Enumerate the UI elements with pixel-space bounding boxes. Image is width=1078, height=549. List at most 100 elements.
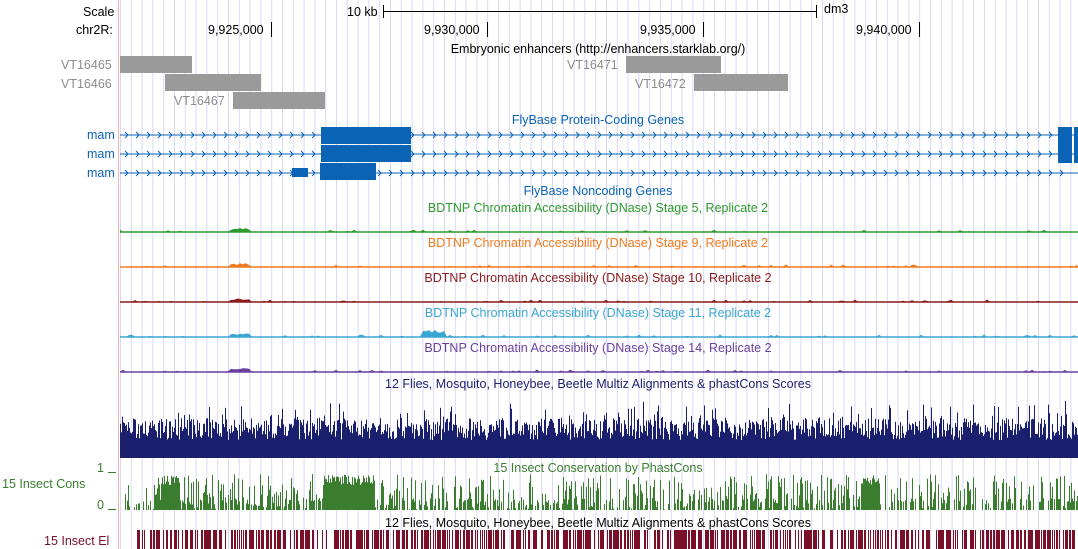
cons-track-title: 15 Insect Conservation by PhastCons: [493, 461, 703, 475]
multiz-bar: [612, 434, 613, 458]
multiz-bar: [803, 419, 804, 458]
enhancer-label: VT16465: [61, 58, 112, 72]
cons-bar: [386, 504, 387, 510]
strand-arrow: [1015, 131, 1020, 139]
multiz-bar: [945, 436, 946, 458]
cons-bar: [388, 504, 389, 510]
noncoding-track-title: FlyBase Noncoding Genes: [523, 184, 673, 198]
enhancer-feature[interactable]: [694, 74, 788, 91]
cons-bar: [591, 505, 592, 510]
element-bar: [567, 530, 568, 549]
strand-arrow: [542, 150, 547, 158]
cons-bar: [947, 496, 948, 510]
element-bar: [415, 530, 416, 549]
multiz-bar: [455, 414, 456, 458]
cons-bar: [471, 498, 472, 510]
element-bar: [844, 530, 845, 549]
multiz-bar: [337, 420, 338, 458]
cons-bar: [326, 479, 327, 510]
multiz-bar: [1074, 434, 1075, 458]
multiz-bar: [1070, 437, 1071, 458]
multiz-bar: [989, 431, 990, 458]
multiz-bar: [400, 413, 401, 458]
multiz-bar: [223, 423, 224, 458]
enhancer-feature[interactable]: [626, 56, 721, 73]
multiz-bar: [628, 408, 629, 458]
cons-bar: [935, 475, 936, 510]
cons-bar: [570, 488, 571, 510]
multiz-bar: [828, 434, 829, 458]
multiz-bar: [677, 433, 678, 458]
multiz-bar: [1048, 404, 1049, 458]
multiz-bar: [220, 433, 221, 458]
element-bar: [603, 530, 604, 549]
cons-bar: [434, 505, 435, 510]
multiz-bar: [801, 434, 802, 458]
element-bar: [724, 530, 725, 549]
multiz-bar: [151, 428, 152, 458]
cons-bar: [646, 480, 647, 510]
strand-arrow: [1037, 169, 1042, 177]
cons-bar: [172, 477, 173, 510]
gene-label-mam[interactable]: mam: [87, 147, 115, 161]
cons-bar: [735, 494, 736, 510]
cons-bar: [425, 480, 426, 510]
multiz-bar: [752, 421, 753, 458]
enhancer-feature[interactable]: [120, 56, 192, 73]
multiz-bar: [808, 436, 809, 458]
multiz-bar: [833, 412, 834, 458]
multiz-bar: [568, 432, 569, 458]
multiz-bar: [653, 426, 654, 458]
element-bar: [368, 530, 369, 549]
cons-bar: [185, 503, 186, 510]
gene-label-mam[interactable]: mam: [87, 128, 115, 142]
cons-bar: [919, 484, 920, 510]
cons-bar: [306, 499, 307, 510]
strand-arrow: [806, 150, 811, 158]
cons-bar: [714, 500, 715, 510]
gene-label-mam[interactable]: mam: [87, 166, 115, 180]
element-bar: [870, 530, 871, 549]
multiz-bar: [920, 432, 921, 458]
element-bar: [780, 530, 781, 549]
enhancer-feature[interactable]: [233, 92, 325, 109]
cons-bar: [1003, 478, 1004, 510]
strand-arrow: [949, 131, 954, 139]
multiz-bar: [913, 424, 914, 458]
element-bar: [1038, 530, 1039, 549]
multiz-bar: [167, 439, 168, 458]
element-bar: [885, 530, 886, 549]
strand-arrow: [157, 150, 162, 158]
cons-bar: [192, 504, 193, 510]
element-bar: [204, 530, 205, 549]
strand-arrow: [289, 150, 294, 158]
cons-bar: [593, 478, 594, 510]
element-bar: [216, 530, 217, 549]
multiz-bar: [397, 419, 398, 458]
multiz-bar: [597, 436, 598, 458]
strand-arrow: [1004, 150, 1009, 158]
strand-arrow: [861, 150, 866, 158]
strand-arrow: [223, 131, 228, 139]
element-bar: [601, 530, 602, 549]
element-bar: [683, 530, 684, 549]
multiz-bar: [663, 439, 664, 458]
multiz-bar: [210, 422, 211, 458]
multiz-bar: [390, 436, 391, 458]
multiz-bar: [454, 425, 455, 458]
gene-exon: [1058, 127, 1072, 163]
enhancer-feature[interactable]: [165, 74, 261, 91]
multiz-bar: [1027, 427, 1028, 458]
multiz-bar: [440, 407, 441, 458]
cons-bar: [942, 503, 943, 510]
cons-bar: [663, 489, 664, 510]
cons-bar: [588, 478, 589, 510]
element-bar: [639, 530, 640, 549]
multiz-bar: [518, 433, 519, 458]
cons-bar: [334, 476, 335, 510]
element-bar: [158, 530, 159, 549]
element-bar: [322, 530, 323, 549]
strand-arrow: [784, 131, 789, 139]
element-bar: [611, 530, 612, 549]
